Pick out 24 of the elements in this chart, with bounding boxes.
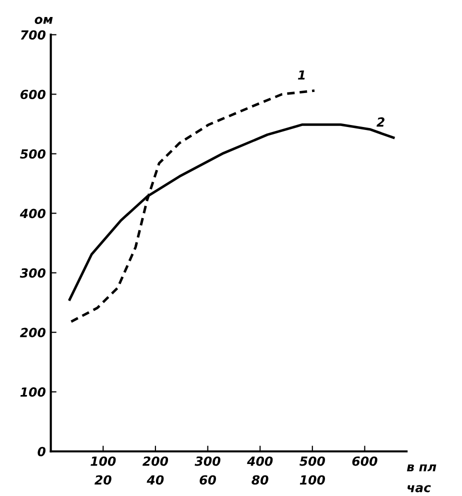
x2-axis-title: час bbox=[408, 485, 431, 492]
y-tick-label: 0 bbox=[38, 446, 46, 456]
x-tick-label: 200 bbox=[142, 456, 168, 466]
x-tick-label: 600 bbox=[352, 456, 378, 466]
y-axis-title: ом bbox=[34, 16, 53, 24]
x2-tick-label: 40 bbox=[146, 475, 164, 485]
series-label: 2 bbox=[376, 117, 384, 127]
series-label: 1 bbox=[298, 70, 305, 80]
y-tick-label: 600 bbox=[20, 90, 46, 100]
y-tick-label: 300 bbox=[20, 268, 46, 278]
y-tick-label: 700 bbox=[20, 30, 46, 40]
y-tick-label: 400 bbox=[20, 208, 46, 218]
x-axis-title: в пл bbox=[406, 464, 436, 472]
x2-tick-label: 60 bbox=[200, 475, 216, 485]
y-tick-label: 100 bbox=[20, 387, 46, 397]
x-tick-label: 300 bbox=[194, 456, 220, 466]
y-tick-label: 500 bbox=[20, 149, 46, 159]
y-tick-label: 200 bbox=[20, 328, 46, 338]
x2-tick-label: 20 bbox=[94, 475, 112, 485]
x2-tick-label: 100 bbox=[300, 475, 325, 485]
x2-tick-label: 80 bbox=[252, 475, 268, 485]
x-tick-label: 100 bbox=[90, 456, 116, 466]
x-tick-label: 400 bbox=[247, 456, 273, 466]
x-tick-label: 500 bbox=[300, 456, 325, 466]
